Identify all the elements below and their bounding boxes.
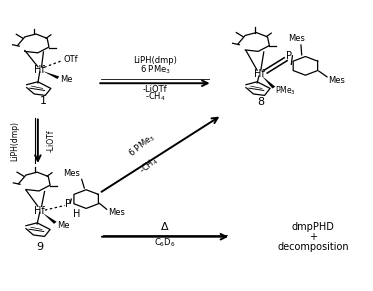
Text: LiPH(dmp): LiPH(dmp) (10, 121, 19, 161)
Text: PMe$_3$: PMe$_3$ (275, 85, 296, 97)
Text: dmpPHD: dmpPHD (291, 221, 334, 232)
Text: LiPH(dmp): LiPH(dmp) (133, 56, 177, 65)
Text: OTf: OTf (64, 55, 78, 64)
Text: -CH$_4$: -CH$_4$ (137, 155, 161, 177)
Text: 6 PMe$_3$: 6 PMe$_3$ (140, 63, 170, 76)
Text: Mes: Mes (329, 76, 345, 85)
Polygon shape (43, 71, 59, 79)
Text: 9: 9 (36, 242, 43, 253)
Text: Mes: Mes (288, 34, 305, 43)
Text: H: H (73, 209, 81, 219)
Text: Hf: Hf (34, 65, 45, 74)
Polygon shape (43, 213, 57, 224)
Text: -LiOTf: -LiOTf (142, 84, 167, 93)
Text: 8: 8 (257, 97, 264, 107)
Text: Hf: Hf (34, 206, 45, 216)
Text: -LiOTf: -LiOTf (46, 130, 55, 152)
Text: -CH$_4$: -CH$_4$ (145, 91, 165, 103)
Polygon shape (262, 76, 275, 88)
Text: P: P (286, 51, 292, 61)
Text: Mes: Mes (63, 169, 80, 178)
Text: Hf: Hf (254, 69, 264, 79)
Text: P: P (65, 199, 70, 209)
Text: 1: 1 (40, 96, 47, 106)
Text: Mes: Mes (109, 207, 125, 217)
Text: +: + (309, 232, 317, 242)
Text: 6 PMe$_3$: 6 PMe$_3$ (126, 131, 158, 160)
Text: Δ: Δ (161, 222, 169, 232)
Text: Me: Me (60, 75, 73, 84)
Text: C$_6$D$_6$: C$_6$D$_6$ (154, 237, 176, 249)
Text: decomposition: decomposition (277, 242, 349, 252)
Text: Me: Me (57, 221, 70, 230)
